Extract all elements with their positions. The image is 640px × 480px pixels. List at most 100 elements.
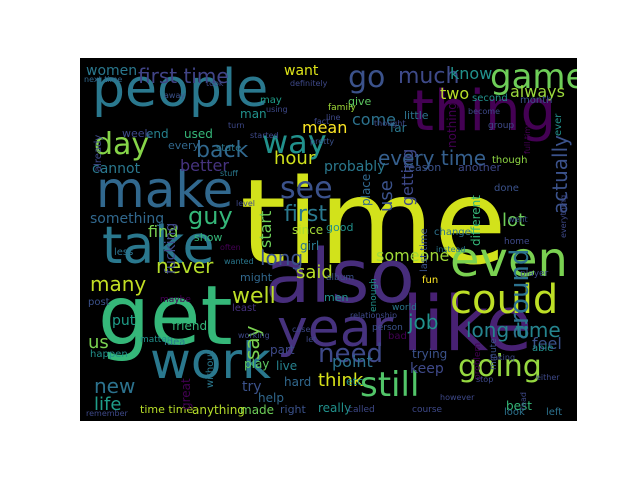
word-fucking: fucking (163, 222, 179, 274)
word-try: try (242, 379, 262, 395)
word-using: using (266, 105, 288, 114)
word-place: place (359, 173, 373, 206)
word-state: state (216, 143, 242, 154)
word-remember: remember (86, 409, 128, 418)
word-working: working (238, 331, 270, 340)
word-someone: someone (376, 246, 450, 265)
word-full-time: full time (523, 121, 532, 154)
word-long: long (260, 246, 304, 270)
word-something: something (90, 211, 165, 227)
word-year: year (277, 299, 394, 359)
word-month: month (520, 95, 553, 106)
word-never: never (156, 254, 214, 278)
word-might: might (240, 271, 273, 284)
word-probably: probably (324, 159, 386, 175)
word-line: line (326, 113, 341, 122)
word-every: every (168, 139, 200, 152)
word-right: right (280, 403, 306, 416)
word-far: far (390, 121, 407, 135)
word-may: may (260, 95, 282, 106)
word-like: like (402, 279, 533, 368)
word-instead: instead (436, 245, 466, 254)
word-next-time: next time (84, 75, 123, 84)
word-could: could (450, 277, 559, 323)
word-case: case (292, 325, 311, 334)
word-think: think (318, 370, 364, 391)
word-either: either (536, 373, 560, 382)
word-live: live (276, 359, 298, 373)
word-album: album (326, 273, 355, 283)
word-girl: girl (300, 239, 320, 253)
word-wanted: wanted (224, 257, 254, 266)
word-since: since (292, 223, 324, 237)
word-made: made (240, 403, 275, 417)
word-game: game (490, 58, 577, 97)
word-said: said (296, 262, 333, 283)
word-new: new (94, 374, 136, 398)
word-thing: thing (412, 79, 557, 144)
word-give: give (348, 95, 372, 108)
word-nothing: nothing (445, 102, 459, 148)
word-use: use (376, 180, 397, 212)
word-part: part (270, 343, 295, 357)
word-even: even (450, 232, 568, 288)
word-hour: hour (274, 148, 316, 169)
word-stop: stop (476, 375, 494, 384)
word-anything: anything (192, 403, 245, 417)
word-maybe: maybe (160, 295, 191, 305)
word-change: change (434, 227, 471, 238)
word-good: good (326, 221, 354, 234)
word-back: back (196, 138, 249, 163)
word-guy: guy (188, 202, 233, 230)
word-life: life (94, 394, 122, 415)
word-reason: reason (404, 161, 442, 174)
word-home: home (504, 237, 530, 247)
word-trying: trying (412, 347, 448, 361)
word-last-time: last time (419, 228, 430, 272)
word-play: play (244, 357, 270, 371)
word-lot: lot (502, 210, 526, 231)
word-come: come (352, 110, 397, 129)
word-also: also (265, 234, 415, 320)
word-find: find (148, 222, 179, 241)
word-left: left (546, 407, 563, 418)
word-happen: happen (90, 349, 128, 360)
word-always: always (510, 82, 565, 101)
word-matter: matter (140, 335, 171, 345)
word-pretty: pretty (310, 137, 335, 146)
word-called: called (348, 405, 375, 415)
word-another: another (458, 161, 502, 174)
word-feel: feel (532, 334, 562, 353)
word-cannot: cannot (92, 161, 141, 177)
word-day: day (94, 127, 150, 162)
word-see: see (280, 171, 333, 206)
word-fun: fun (422, 275, 439, 286)
word-level: level (236, 199, 256, 208)
word-keep: keep (410, 361, 444, 377)
word-often: often (220, 243, 241, 252)
word-better: better (180, 156, 229, 175)
word-much: much (398, 64, 460, 89)
word-stuff: stuff (220, 169, 238, 178)
word-get: get (98, 269, 233, 364)
word-less: less (114, 247, 134, 258)
word-course: course (412, 405, 443, 415)
word-week: week (122, 127, 151, 140)
word-start: start (256, 210, 275, 248)
word-look: look (504, 407, 525, 418)
word-read: read (519, 391, 528, 410)
word-time-time: time time (140, 403, 194, 416)
word-take: take (102, 216, 215, 276)
word-end: end (146, 127, 169, 141)
word-used: used (184, 127, 213, 141)
word-point: point (332, 352, 373, 371)
word-going: going (458, 349, 542, 384)
word-fact: fact (314, 117, 330, 126)
word-work: work (150, 332, 271, 390)
word-already: already (93, 134, 104, 172)
word-went: went (508, 215, 528, 224)
word-make: make (96, 161, 234, 219)
word-without: without (205, 350, 216, 388)
word-long-time: long time (466, 318, 561, 342)
word-time: time (240, 153, 507, 291)
